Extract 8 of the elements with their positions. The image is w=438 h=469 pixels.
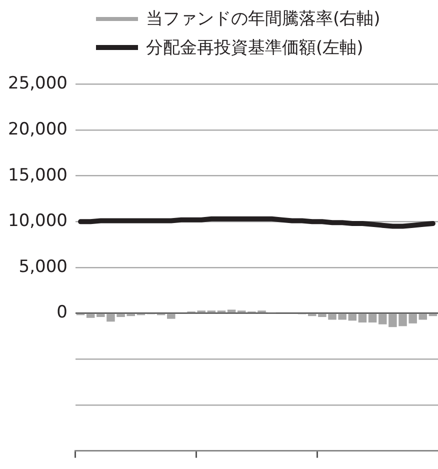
- y-tick-label: 15,000: [8, 165, 68, 186]
- legend-label: 当ファンドの年間騰落率(右軸): [146, 8, 380, 30]
- legend-label: 分配金再投資基準価額(左軸): [146, 37, 364, 59]
- y-tick-label: 25,000: [8, 74, 68, 94]
- y-tick-label: 0: [56, 302, 68, 323]
- y-tick-label: 20,000: [8, 119, 68, 140]
- y-tick-label: 5,000: [18, 256, 68, 277]
- y-tick-label: 10,000: [8, 211, 68, 232]
